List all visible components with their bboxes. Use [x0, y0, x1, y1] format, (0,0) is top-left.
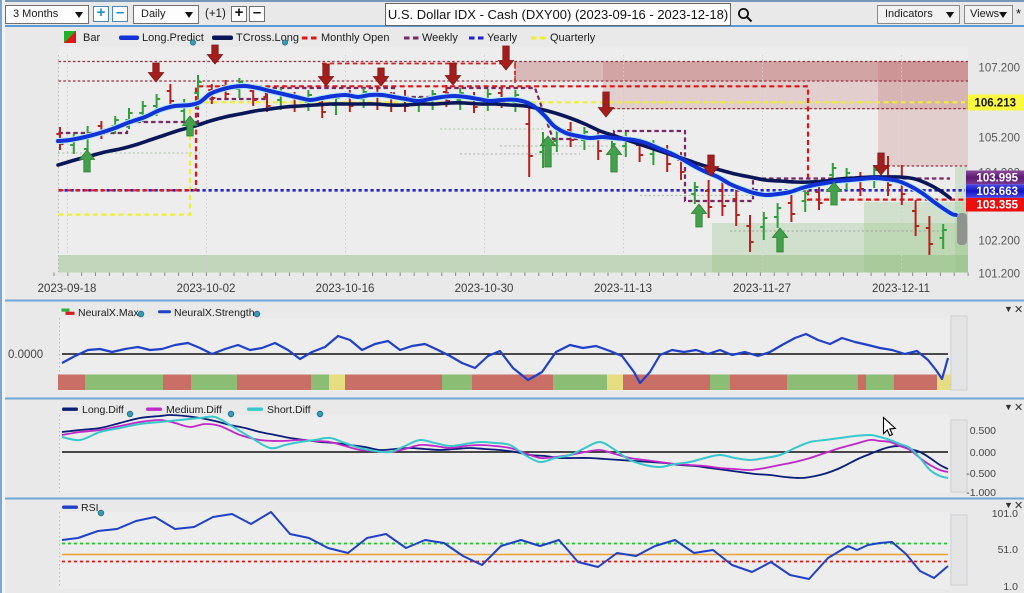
svg-text:51.0: 51.0 [998, 544, 1019, 556]
svg-text:2023-10-30: 2023-10-30 [455, 283, 514, 295]
svg-text:Weekly: Weekly [422, 32, 458, 44]
svg-text:RSI: RSI [81, 502, 99, 514]
svg-text:103.663: 103.663 [976, 186, 1018, 198]
svg-text:-1.000: -1.000 [966, 487, 996, 499]
svg-text:NeuralX.Max: NeuralX.Max [78, 307, 139, 319]
svg-text:Yearly: Yearly [487, 32, 518, 44]
svg-text:2023-09-18: 2023-09-18 [38, 283, 97, 295]
svg-text:✕: ✕ [1014, 304, 1023, 316]
svg-text:1.0: 1.0 [1003, 581, 1018, 593]
svg-text:2023-10-16: 2023-10-16 [316, 283, 375, 295]
svg-text:▼: ▼ [1004, 500, 1013, 510]
svg-text:Long.Predict: Long.Predict [142, 32, 204, 44]
svg-text:Long.Diff: Long.Diff [82, 404, 124, 416]
svg-text:2023-11-27: 2023-11-27 [733, 283, 791, 295]
svg-text:103.995: 103.995 [976, 172, 1018, 184]
svg-text:▼: ▼ [1004, 304, 1013, 314]
svg-text:0.0000: 0.0000 [8, 349, 43, 361]
svg-text:▼: ▼ [1004, 402, 1013, 412]
svg-text:TCross.Long: TCross.Long [236, 32, 299, 44]
svg-text:-0.500: -0.500 [966, 468, 996, 480]
svg-text:107.200: 107.200 [978, 63, 1020, 75]
svg-text:2023-11-13: 2023-11-13 [594, 283, 652, 295]
svg-text:0.500: 0.500 [970, 425, 996, 437]
svg-text:103.355: 103.355 [976, 200, 1018, 212]
svg-text:Monthly Open: Monthly Open [321, 32, 389, 44]
svg-text:NeuralX.Strength: NeuralX.Strength [174, 307, 255, 319]
svg-text:102.200: 102.200 [978, 236, 1020, 248]
svg-text:Quarterly: Quarterly [550, 32, 596, 44]
svg-text:Medium.Diff: Medium.Diff [166, 404, 222, 416]
svg-text:106.213: 106.213 [974, 98, 1016, 110]
svg-text:✕: ✕ [1014, 500, 1023, 512]
svg-text:Short.Diff: Short.Diff [267, 404, 311, 416]
svg-text:2023-10-02: 2023-10-02 [177, 283, 236, 295]
svg-text:105.200: 105.200 [978, 132, 1020, 144]
svg-text:101.0: 101.0 [992, 508, 1018, 520]
svg-text:Bar: Bar [83, 32, 100, 44]
svg-text:2023-12-11: 2023-12-11 [872, 283, 930, 295]
svg-text:✕: ✕ [1014, 402, 1023, 414]
svg-text:101.200: 101.200 [978, 268, 1020, 280]
svg-text:0.000: 0.000 [970, 447, 996, 459]
